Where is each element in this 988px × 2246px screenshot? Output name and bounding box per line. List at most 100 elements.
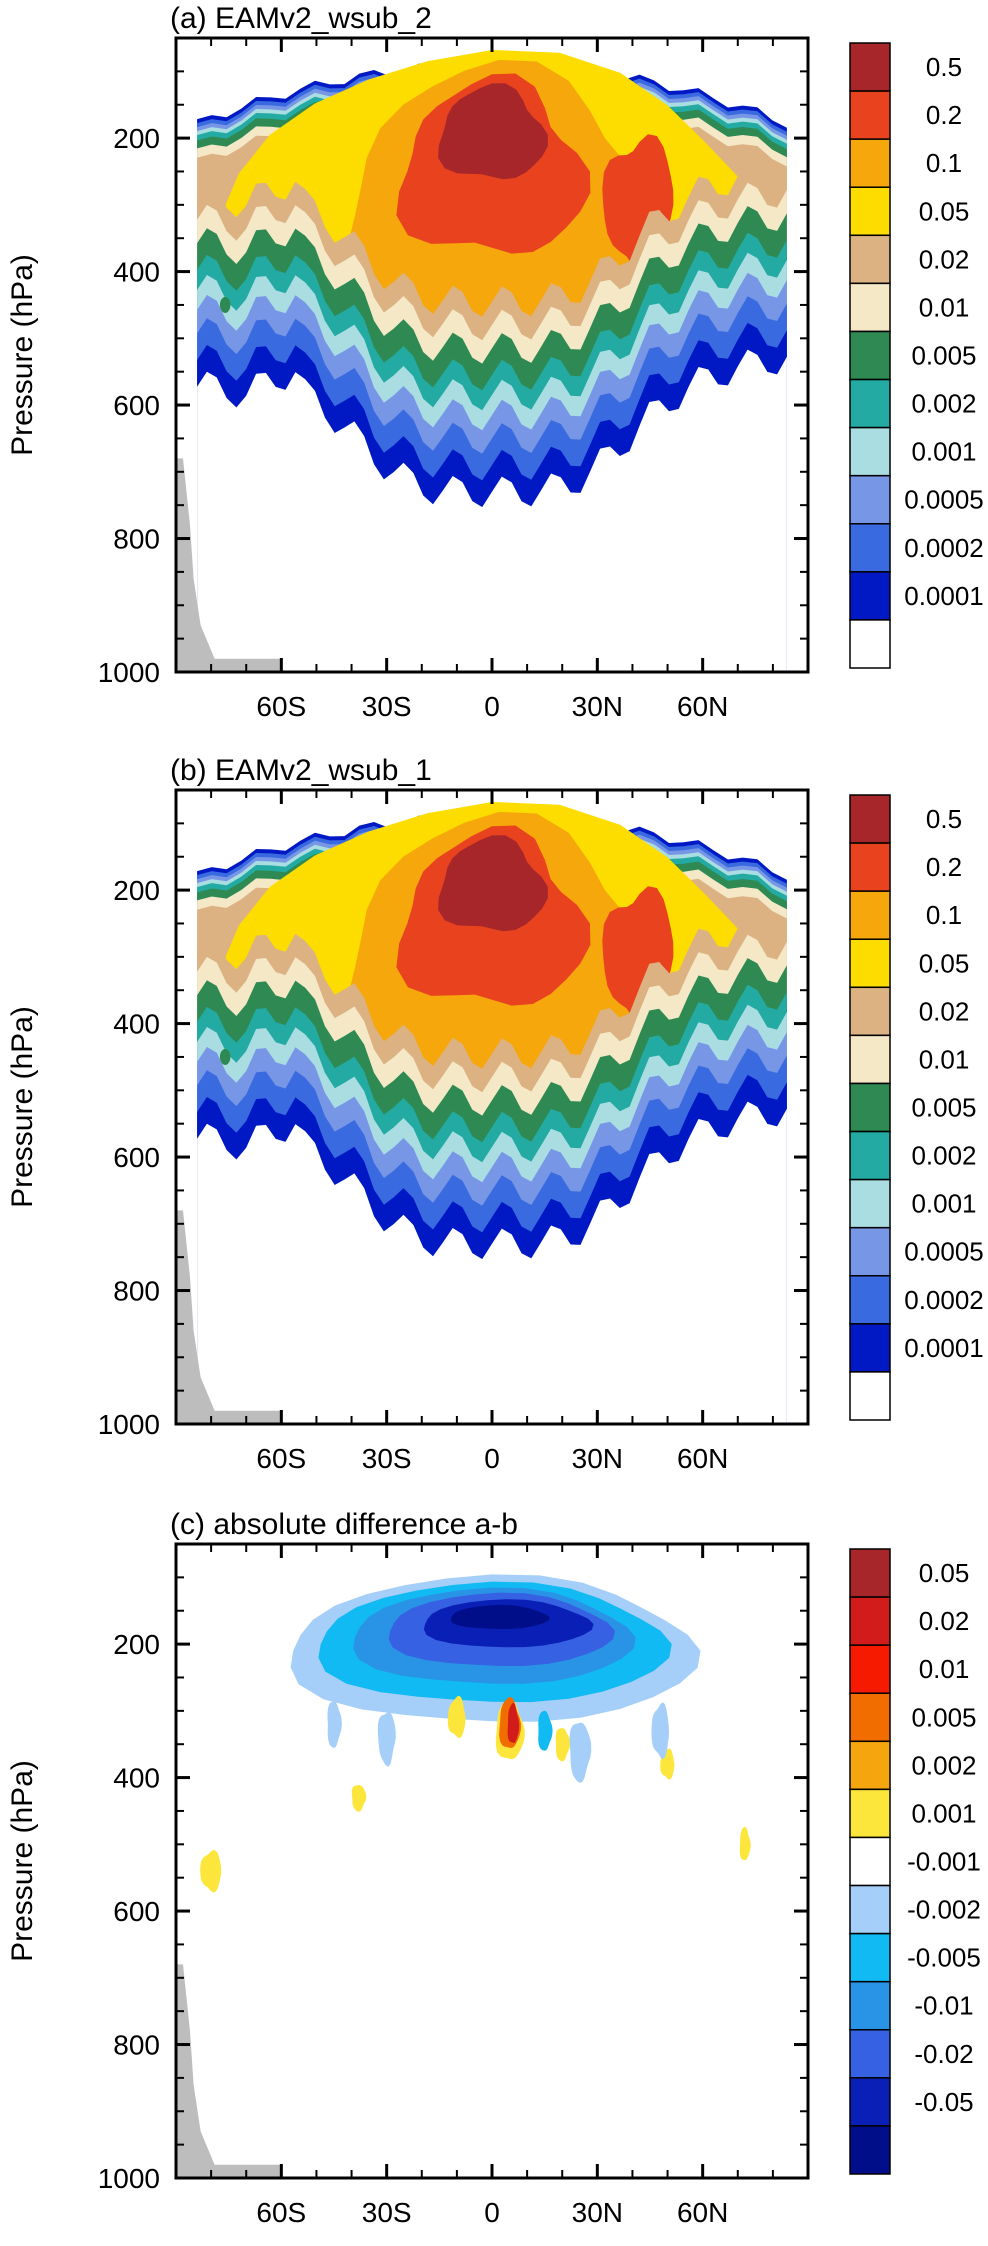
colorbar-label: -0.001	[907, 1847, 981, 1877]
colorbar-label: 0.5	[926, 804, 962, 834]
x-tick-label: 0	[484, 691, 500, 722]
colorbar-label: 0.1	[926, 148, 962, 178]
colorbar-label: 0.02	[919, 1606, 970, 1636]
y-tick-label: 800	[113, 524, 160, 555]
y-tick-label: 400	[113, 257, 160, 288]
x-tick-label: 30S	[362, 2197, 412, 2228]
colorbar-box	[849, 138, 891, 188]
colorbar-box	[849, 842, 891, 892]
colorbar-label: 0.005	[911, 1702, 976, 1732]
panel-c-field	[176, 1574, 751, 2178]
panel-b-axes: (b) EAMv2_wsub_1 Pressure (hPa) 200 400 600 8…	[6, 754, 810, 1474]
colorbar-label: 0.2	[926, 100, 962, 130]
colorbar-label: 0.0002	[904, 533, 984, 563]
contour-band	[651, 1702, 669, 1760]
colorbar-label: 0.0005	[904, 1237, 984, 1267]
colorbar-box	[849, 1323, 891, 1373]
y-tick-label: 600	[113, 390, 160, 421]
colorbar-label: 0.001	[911, 437, 976, 467]
colorbar-label: 0.01	[919, 292, 970, 322]
colorbar-box	[849, 2077, 891, 2127]
contour-band	[377, 1711, 396, 1767]
y-tick-label: 200	[113, 1629, 160, 1660]
colorbar-box	[849, 1836, 891, 1887]
topography-mask	[176, 1210, 282, 1424]
x-tick-label: 60S	[256, 691, 306, 722]
contour-band	[555, 1728, 571, 1762]
contour-band	[351, 1785, 367, 1812]
y-tick-label: 600	[113, 1142, 160, 1173]
contour-band	[438, 83, 548, 180]
colorbar-box	[849, 571, 891, 621]
y-tick-label: 600	[113, 1896, 160, 1927]
y-tick-label: 400	[113, 1763, 160, 1794]
y-tick-label: 1000	[98, 1409, 160, 1440]
x-tick-label: 30S	[362, 691, 412, 722]
colorbar-box	[849, 1371, 891, 1421]
panel-b-field	[176, 802, 787, 1424]
colorbar-label: 0.0001	[904, 581, 984, 611]
colorbar-label: 0.002	[911, 389, 976, 419]
colorbar-label: 0.02	[919, 996, 970, 1026]
y-tick-label: 1000	[98, 2163, 160, 2194]
colorbar-label: 0.0001	[904, 1333, 984, 1363]
colorbar-box	[849, 1884, 891, 1935]
topography-mask	[176, 1964, 282, 2178]
y-tick-label: 1000	[98, 657, 160, 688]
panel-title: (a) EAMv2_wsub_2	[170, 2, 432, 35]
contour-band	[538, 1710, 553, 1751]
x-tick-label: 30N	[572, 1443, 623, 1474]
colorbar-label: 0.05	[919, 948, 970, 978]
colorbar-label: 0.001	[911, 1189, 976, 1219]
x-tick-label: 0	[484, 2197, 500, 2228]
colorbar-box	[849, 474, 891, 525]
y-tick-label: 800	[113, 1276, 160, 1307]
contour-band	[219, 296, 231, 313]
colorbar-label: 0.005	[911, 341, 976, 371]
colorbar-label: -0.02	[914, 2039, 973, 2069]
colorbar-box	[849, 1692, 891, 1743]
colorbar-box	[849, 42, 891, 92]
colorbar-label: 0.002	[911, 1141, 976, 1171]
colorbar-label: 0.01	[919, 1654, 970, 1684]
colorbar-box	[849, 186, 891, 237]
y-tick-label: 200	[113, 123, 160, 154]
colorbar-box	[849, 523, 891, 573]
colorbar-box	[849, 1130, 891, 1181]
colorbar-label: 0.02	[919, 244, 970, 274]
colorbar-box	[849, 1980, 891, 2031]
colorbar-box	[849, 619, 891, 669]
colorbar-box	[849, 1178, 891, 1229]
panel-title: (c) absolute difference a-b	[170, 1508, 518, 1541]
colorbar-label: 0.005	[911, 1093, 976, 1123]
colorbar-box	[849, 234, 891, 285]
colorbar-label: 0.5	[926, 52, 962, 82]
contour-band	[447, 1695, 466, 1738]
colorbar-box	[849, 1596, 891, 1646]
contour-band	[507, 1702, 520, 1743]
colorbar-box	[849, 426, 891, 477]
colorbar-box	[849, 1740, 891, 1791]
colorbar-label: -0.005	[907, 1943, 981, 1973]
y-tick-label: 800	[113, 2030, 160, 2061]
colorbar-box	[849, 986, 891, 1037]
x-tick-label: 30N	[572, 2197, 623, 2228]
panel-a-colorbar: 0.5 0.2 0.1 0.05 0.02 0.01 0.005 0.002 0.001 0.00…	[849, 42, 984, 669]
colorbar-label: 0.001	[911, 1798, 976, 1828]
colorbar-box	[849, 1082, 891, 1133]
colorbar-box	[849, 330, 891, 381]
colorbar-box	[849, 1644, 891, 1694]
x-tick-label: 60N	[677, 691, 728, 722]
panel-b-colorbar: 0.5 0.2 0.1 0.05 0.02 0.01 0.005 0.002 0.001 0.00…	[849, 794, 984, 1421]
contour-band	[197, 1101, 787, 1424]
panel-a-field	[176, 50, 787, 672]
colorbar-box	[849, 90, 891, 140]
x-tick-label: 60N	[677, 1443, 728, 1474]
colorbar-box	[849, 2125, 891, 2175]
y-tick-label: 200	[113, 875, 160, 906]
panel-c-colorbar: 0.05 0.02 0.01 0.005 0.002 0.001 -0.001 -0.002 -…	[849, 1548, 981, 2175]
contour-band	[450, 1604, 550, 1629]
x-tick-label: 60S	[256, 1443, 306, 1474]
colorbar-label: 0.002	[911, 1750, 976, 1780]
colorbar-box	[849, 1275, 891, 1325]
